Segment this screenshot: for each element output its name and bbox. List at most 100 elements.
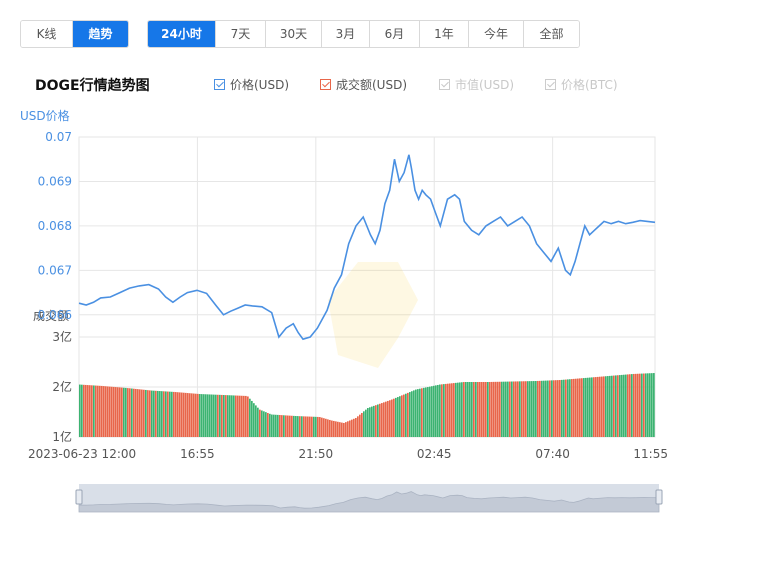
volume-bar bbox=[485, 382, 487, 437]
volume-bar bbox=[255, 405, 257, 437]
x-tick-label: 07:40 bbox=[535, 447, 570, 461]
volume-axis-ticks: 1亿 2亿 3亿 bbox=[52, 329, 72, 444]
volume-bar bbox=[365, 409, 367, 437]
volume-bar bbox=[187, 393, 189, 437]
plot-border bbox=[78, 136, 656, 438]
legend-market-cap-usd[interactable]: 市值(USD) bbox=[439, 76, 514, 93]
volume-bar bbox=[433, 385, 435, 437]
volume-bar bbox=[431, 386, 433, 437]
volume-bar bbox=[89, 385, 91, 437]
volume-bar bbox=[117, 387, 119, 437]
volume-bar bbox=[219, 394, 221, 437]
volume-bar bbox=[491, 381, 493, 437]
volume-bar bbox=[347, 421, 349, 437]
volume-bar bbox=[281, 415, 283, 437]
x-tick-label: 21:50 bbox=[299, 447, 334, 461]
tab-kline[interactable]: K线 bbox=[21, 21, 73, 47]
volume-bar bbox=[137, 389, 139, 437]
volume-bar bbox=[193, 393, 195, 437]
volume-bar bbox=[413, 390, 415, 437]
legend-price-btc[interactable]: 价格(BTC) bbox=[545, 76, 618, 93]
tab-30d[interactable]: 30天 bbox=[266, 21, 322, 47]
volume-bar bbox=[421, 388, 423, 437]
volume-bar bbox=[189, 393, 191, 437]
volume-bar bbox=[293, 415, 295, 437]
x-tick-label: 2023-06-23 12:00 bbox=[28, 447, 136, 461]
volume-tick-label: 3亿 bbox=[52, 329, 72, 344]
volume-bar bbox=[197, 393, 199, 437]
tab-all[interactable]: 全部 bbox=[524, 21, 579, 47]
volume-axis-title: 成交额 bbox=[33, 309, 70, 323]
volume-bar bbox=[367, 408, 369, 437]
volume-bar bbox=[537, 380, 539, 437]
volume-bar bbox=[591, 377, 593, 437]
volume-bar bbox=[183, 392, 185, 437]
volume-bar bbox=[635, 373, 637, 437]
volume-bar bbox=[567, 379, 569, 437]
volume-bar bbox=[459, 382, 461, 437]
tab-3m[interactable]: 3月 bbox=[322, 21, 370, 47]
volume-bar bbox=[441, 384, 443, 437]
volume-bar bbox=[285, 415, 287, 437]
volume-bar bbox=[337, 421, 339, 437]
legend-volume-usd[interactable]: 成交额(USD) bbox=[320, 76, 407, 93]
volume-bar bbox=[85, 384, 87, 437]
volume-bar bbox=[523, 381, 525, 437]
volume-bar bbox=[407, 392, 409, 437]
volume-bar bbox=[387, 400, 389, 437]
volume-bar bbox=[391, 399, 393, 437]
volume-bar bbox=[379, 403, 381, 437]
volume-bar bbox=[573, 378, 575, 437]
navigator-handle[interactable] bbox=[75, 489, 83, 505]
volume-bar bbox=[589, 377, 591, 437]
checkbox-icon bbox=[214, 79, 225, 90]
volume-bar bbox=[471, 382, 473, 437]
volume-bar bbox=[177, 392, 179, 437]
navigator-handle[interactable] bbox=[655, 489, 663, 505]
volume-bar bbox=[303, 416, 305, 437]
volume-bar bbox=[345, 422, 347, 437]
volume-bar bbox=[223, 395, 225, 437]
volume-bar bbox=[495, 381, 497, 437]
legend-price-usd[interactable]: 价格(USD) bbox=[214, 76, 289, 93]
tab-6m[interactable]: 6月 bbox=[370, 21, 420, 47]
volume-bar bbox=[291, 415, 293, 437]
tab-trend[interactable]: 趋势 bbox=[73, 21, 128, 47]
volume-bar bbox=[461, 382, 463, 437]
volume-bar bbox=[565, 379, 567, 437]
volume-bar bbox=[221, 394, 223, 437]
watermark-logo bbox=[328, 262, 418, 368]
volume-bar bbox=[393, 398, 395, 437]
navigator-background bbox=[79, 484, 659, 512]
volume-bar bbox=[173, 391, 175, 437]
tab-ytd[interactable]: 今年 bbox=[469, 21, 524, 47]
volume-bar bbox=[231, 395, 233, 437]
volume-bar bbox=[119, 387, 121, 437]
volume-bar bbox=[501, 381, 503, 437]
volume-bar bbox=[97, 385, 99, 437]
volume-bar bbox=[411, 391, 413, 437]
volume-bar bbox=[637, 373, 639, 437]
volume-bar bbox=[251, 400, 253, 437]
tab-7d[interactable]: 7天 bbox=[216, 21, 266, 47]
volume-bar bbox=[243, 395, 245, 437]
volume-bar bbox=[443, 384, 445, 437]
tab-24h[interactable]: 24小时 bbox=[148, 21, 216, 47]
volume-bar bbox=[319, 417, 321, 437]
volume-bar bbox=[563, 379, 565, 437]
volume-bar bbox=[515, 381, 517, 437]
volume-bar bbox=[531, 381, 533, 437]
volume-bar bbox=[375, 405, 377, 437]
price-tick-label: 0.068 bbox=[38, 219, 72, 233]
volume-bar bbox=[283, 415, 285, 437]
volume-bars bbox=[79, 373, 655, 437]
volume-bar bbox=[481, 382, 483, 437]
volume-bar bbox=[419, 388, 421, 437]
volume-bar bbox=[583, 378, 585, 437]
volume-bar bbox=[295, 416, 297, 437]
volume-bar bbox=[581, 378, 583, 437]
volume-bar bbox=[327, 419, 329, 437]
volume-bar bbox=[329, 419, 331, 437]
tab-1y[interactable]: 1年 bbox=[420, 21, 469, 47]
volume-tick-label: 2亿 bbox=[52, 379, 72, 394]
